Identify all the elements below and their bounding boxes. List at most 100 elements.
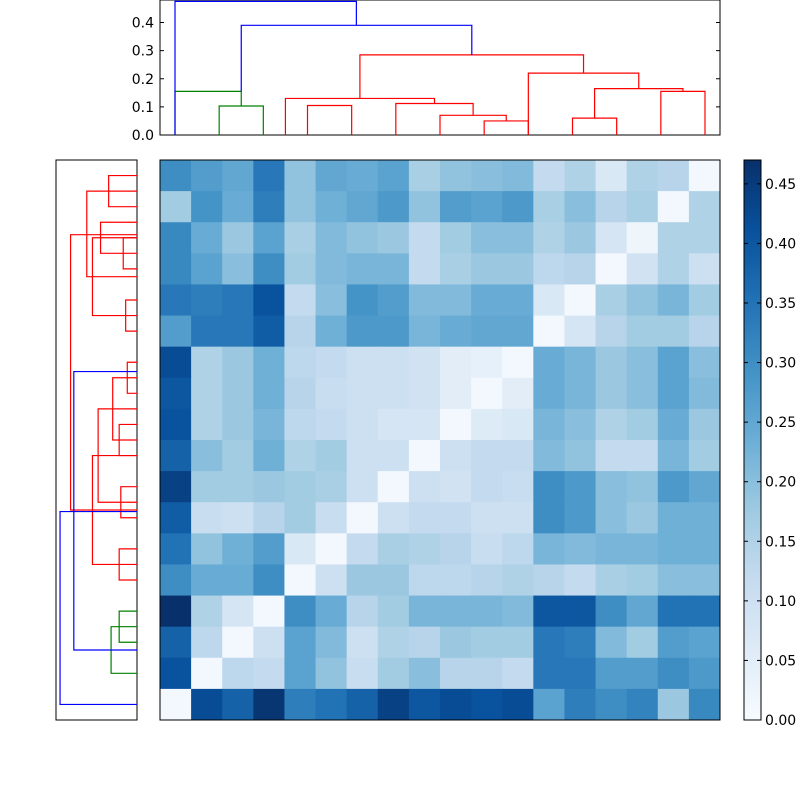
heatmap-cell bbox=[284, 595, 317, 628]
heatmap-cell bbox=[440, 408, 472, 441]
left-dendrogram-link bbox=[73, 370, 137, 651]
heatmap-cell bbox=[502, 688, 534, 721]
heatmap-cell bbox=[160, 595, 192, 628]
heatmap-cell bbox=[595, 284, 628, 317]
heatmap-cell bbox=[657, 440, 690, 472]
heatmap-cell bbox=[408, 160, 441, 192]
heatmap-cell bbox=[688, 657, 721, 690]
heatmap-cell bbox=[408, 222, 441, 254]
heatmap-cell bbox=[440, 315, 472, 348]
heatmap-cell bbox=[688, 191, 721, 223]
heatmap-cell bbox=[533, 533, 565, 565]
heatmap-cell bbox=[408, 191, 441, 223]
heatmap-cell bbox=[440, 160, 472, 192]
heatmap-cell bbox=[595, 160, 628, 192]
heatmap-cell bbox=[284, 688, 317, 721]
top-dendrogram-link bbox=[174, 0, 357, 135]
heatmap-cell bbox=[595, 253, 628, 285]
heatmap-cell bbox=[253, 595, 285, 628]
heatmap-cell bbox=[284, 284, 317, 317]
heatmap-cell bbox=[315, 222, 348, 254]
heatmap-cell bbox=[253, 688, 285, 721]
heatmap-cell bbox=[346, 191, 379, 223]
top-dendrogram-frame bbox=[159, 0, 721, 136]
heatmap-cell bbox=[315, 160, 348, 192]
heatmap-cell bbox=[688, 502, 721, 534]
heatmap-cell bbox=[315, 564, 348, 597]
heatmap-cell bbox=[657, 502, 690, 534]
heatmap-cell bbox=[471, 191, 503, 223]
heatmap-cell bbox=[346, 595, 379, 628]
heatmap-cell bbox=[253, 160, 285, 192]
heatmap-cell bbox=[284, 471, 317, 503]
heatmap-cell bbox=[533, 688, 565, 721]
heatmap-cell bbox=[222, 595, 254, 628]
heatmap-cell bbox=[502, 191, 534, 223]
heatmap-cell bbox=[408, 657, 441, 690]
heatmap-cell bbox=[688, 533, 721, 565]
heatmap-cell bbox=[533, 284, 565, 317]
heatmap-cell bbox=[253, 471, 285, 503]
top-dendrogram-panel: 0.0 0.1 0.2 0.3 0.4 bbox=[132, 0, 721, 144]
colorbar-tick-label: 0.35 bbox=[765, 296, 796, 312]
heatmap-cell bbox=[502, 160, 534, 192]
heatmap-cell bbox=[377, 626, 410, 659]
heatmap-cell bbox=[284, 533, 317, 565]
heatmap-cell bbox=[346, 377, 379, 410]
heatmap-cell bbox=[377, 533, 410, 565]
heatmap-cell bbox=[284, 502, 317, 534]
heatmap-cell bbox=[346, 253, 379, 285]
heatmap-cell bbox=[284, 253, 317, 285]
heatmap-cell bbox=[533, 160, 565, 192]
left-dendrogram-link bbox=[86, 190, 137, 278]
left-dendrogram-link bbox=[69, 234, 137, 511]
heatmap-cell bbox=[440, 191, 472, 223]
heatmap-cell bbox=[688, 346, 721, 379]
heatmap-cell bbox=[408, 502, 441, 534]
heatmap-cell bbox=[595, 471, 628, 503]
heatmap-cell bbox=[626, 688, 659, 721]
heatmap-cell bbox=[471, 346, 503, 379]
heatmap-cell bbox=[346, 346, 379, 379]
heatmap-cell bbox=[626, 440, 659, 472]
heatmap-cell bbox=[657, 346, 690, 379]
heatmap-cell bbox=[626, 595, 659, 628]
heatmap-cell bbox=[502, 408, 534, 441]
heatmap-cell bbox=[160, 160, 192, 192]
heatmap-cell bbox=[564, 626, 597, 659]
heatmap-cell bbox=[253, 626, 285, 659]
top-y-tick-label: 0.4 bbox=[132, 16, 154, 32]
heatmap-cell bbox=[377, 284, 410, 317]
heatmap-cell bbox=[471, 688, 503, 721]
heatmap-cell bbox=[657, 533, 690, 565]
heatmap-cell bbox=[564, 533, 597, 565]
heatmap-cell bbox=[346, 160, 379, 192]
heatmap-cell bbox=[502, 533, 534, 565]
heatmap-cell bbox=[191, 346, 223, 379]
heatmap-cell bbox=[253, 191, 285, 223]
heatmap-cell bbox=[688, 377, 721, 410]
heatmap-cell bbox=[408, 626, 441, 659]
colorbar-tick-label: 0.30 bbox=[765, 356, 796, 372]
heatmap-cell bbox=[502, 440, 534, 472]
heatmap-cell bbox=[315, 191, 348, 223]
heatmap-cell bbox=[315, 377, 348, 410]
heatmap-cell bbox=[657, 688, 690, 721]
top-dendrogram-link bbox=[660, 90, 706, 135]
heatmap-cell bbox=[657, 471, 690, 503]
heatmap-cell bbox=[160, 688, 192, 721]
colorbar-tick-label: 0.20 bbox=[765, 475, 796, 491]
heatmap-cell bbox=[533, 564, 565, 597]
heatmap-cell bbox=[564, 315, 597, 348]
heatmap-cell bbox=[284, 191, 317, 223]
heatmap-cell bbox=[688, 595, 721, 628]
heatmap-cell bbox=[564, 222, 597, 254]
heatmap-cell bbox=[533, 502, 565, 534]
heatmap-cell bbox=[657, 564, 690, 597]
heatmap-cell bbox=[502, 595, 534, 628]
heatmap-cell bbox=[626, 160, 659, 192]
heatmap-cell bbox=[471, 471, 503, 503]
colorbar-panel: 0.00 0.05 0.10 0.15 0.20 0.25 0.30 0.35 0.40 0.45 bbox=[743, 159, 796, 729]
heatmap-cells bbox=[160, 160, 721, 721]
